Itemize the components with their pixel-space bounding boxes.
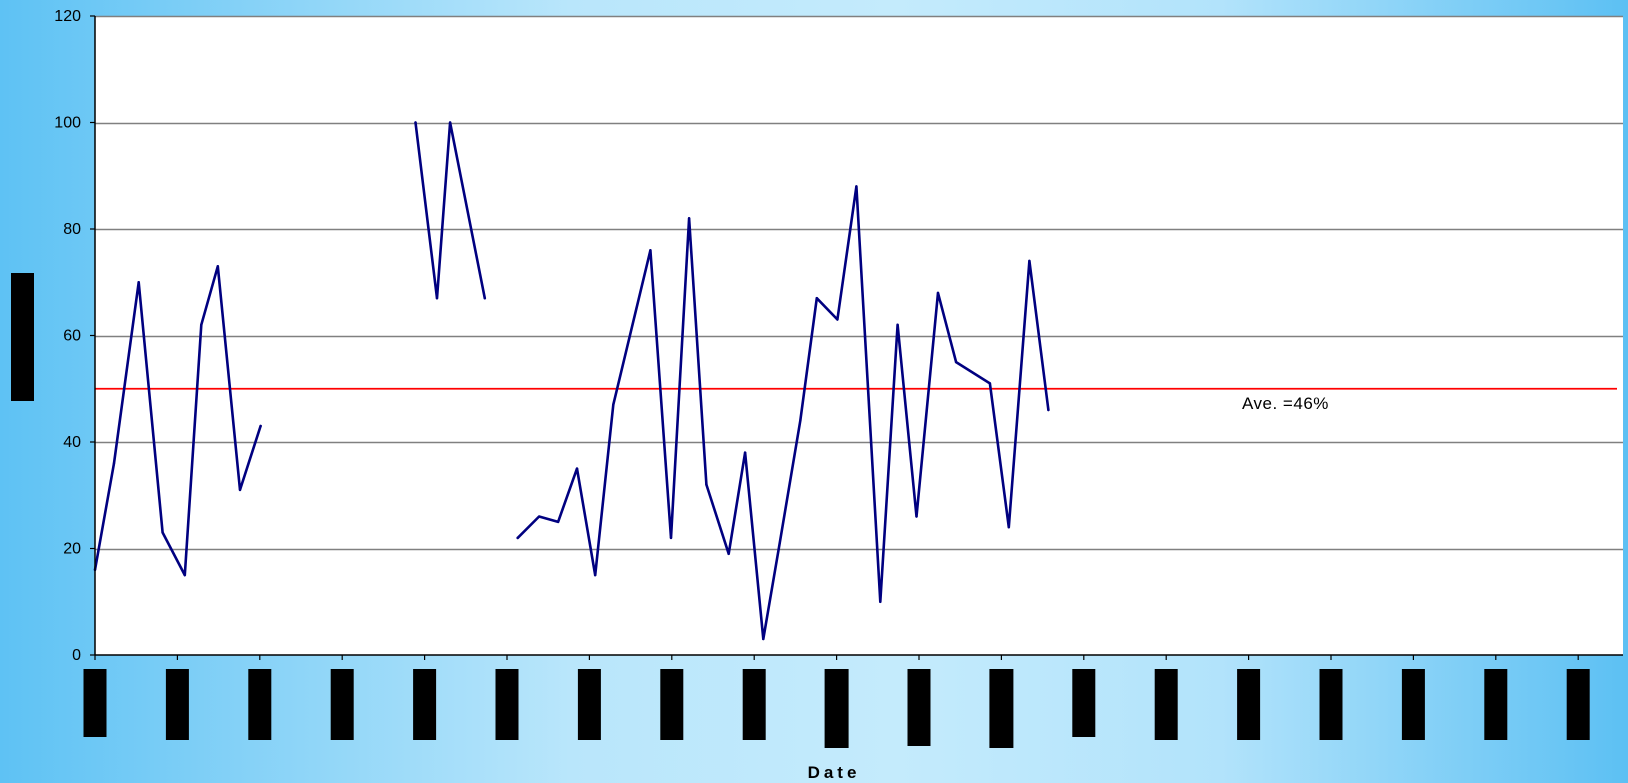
gridlines (95, 15, 1623, 551)
data-point (435, 297, 439, 300)
y-tick-labels: 0 20 40 60 80 100 120 (54, 8, 81, 664)
data-point (1047, 408, 1050, 412)
x-axis-title: Date (808, 763, 861, 782)
data-point (687, 217, 691, 220)
data-point (836, 318, 839, 321)
x-tick-label-redacted (1072, 669, 1096, 737)
data-point (778, 541, 781, 545)
data-point (238, 488, 242, 492)
x-tick-label-redacted (165, 669, 189, 740)
series-group (93, 121, 1050, 641)
x-tick-label-redacted (1237, 669, 1261, 740)
data-point (259, 424, 262, 428)
x-tick-label-redacted (1154, 669, 1178, 740)
x-tick-label-redacted (660, 669, 684, 740)
y-tick-label: 80 (63, 221, 81, 238)
y-tick-label: 20 (63, 541, 81, 558)
plot-background (95, 16, 1623, 655)
y-tick-label: 100 (54, 115, 81, 132)
x-tick-label-redacted (824, 669, 849, 748)
data-point (112, 462, 116, 465)
data-point (727, 552, 730, 556)
data-point (448, 121, 452, 124)
data-point (743, 451, 747, 454)
x-tick-label-redacted (1484, 669, 1508, 740)
y-tick-label: 40 (63, 434, 81, 451)
x-tick-label-redacted (742, 669, 766, 740)
x-tick-label-redacted (248, 669, 272, 740)
x-tick-label-redacted (413, 669, 437, 740)
data-point (669, 536, 673, 540)
x-tick-label-redacted (330, 669, 354, 740)
data-point (593, 573, 597, 577)
data-point (879, 600, 882, 603)
data-point (556, 520, 560, 524)
data-point (762, 637, 765, 641)
x-tick-label-redacted (907, 669, 931, 746)
series-line-segment (414, 121, 487, 300)
data-point (483, 297, 486, 300)
plot-area (95, 16, 1623, 655)
data-point (896, 323, 899, 327)
y-tick-label: 0 (72, 647, 81, 664)
x-tick-label-redacted (1401, 669, 1425, 740)
data-point (936, 291, 940, 295)
y-axis-label-redacted (11, 273, 34, 401)
data-point (988, 382, 992, 385)
data-point (915, 515, 918, 518)
data-point (1007, 526, 1011, 529)
data-point (200, 323, 203, 327)
y-tick-label: 60 (63, 328, 81, 345)
x-tick-label-redacted (1319, 669, 1343, 740)
x-tick-label-redacted (1566, 669, 1590, 740)
data-point (612, 403, 615, 406)
y-tick-label: 120 (54, 8, 81, 25)
x-tick-label-redacted (83, 669, 107, 737)
data-point (537, 515, 541, 518)
data-point (575, 467, 579, 470)
x-tick-labels (83, 669, 1590, 748)
data-point (216, 265, 219, 268)
data-point (516, 536, 519, 540)
data-point (815, 297, 819, 300)
x-tick-label-redacted (577, 669, 601, 740)
data-point (649, 249, 652, 252)
x-tick-label-redacted (989, 669, 1014, 748)
data-point (855, 185, 858, 188)
data-point (414, 121, 417, 124)
axes (90, 15, 1623, 660)
data-point (183, 573, 187, 577)
data-point (137, 281, 140, 284)
data-point (161, 531, 164, 534)
data-point (705, 483, 708, 486)
x-tick-label-redacted (495, 669, 519, 740)
data-point (799, 419, 802, 422)
data-point (954, 360, 958, 364)
average-label: Ave. =46% (1242, 394, 1329, 413)
data-point (1028, 259, 1031, 263)
